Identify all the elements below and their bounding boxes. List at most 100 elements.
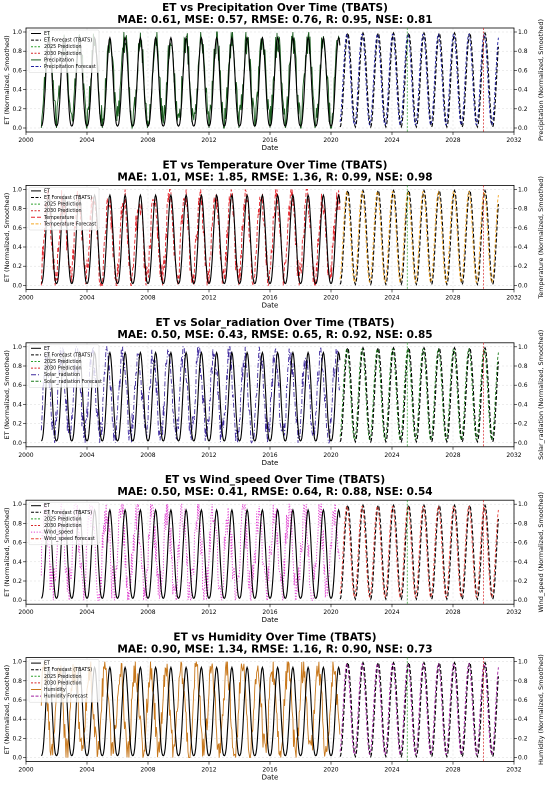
y-axis-label-left: ET (Normalized, Smoothed) <box>3 665 11 754</box>
y-tick-label-right: 0.8 <box>518 363 528 370</box>
y-tick-label-left: 0.4 <box>12 87 22 94</box>
y-axis-label-right: Humidity (Normalized, Smoothed) <box>537 654 545 765</box>
chart-metrics: MAE: 0.61, MSE: 0.57, RMSE: 0.76, R: 0.9… <box>117 14 432 26</box>
y-tick-label-left: 0.2 <box>12 578 22 585</box>
x-tick-label: 2020 <box>323 767 338 774</box>
y-tick-label-right: 0.2 <box>518 421 528 428</box>
y-axis-label-left: ET (Normalized, Smoothed) <box>3 193 11 282</box>
y-tick-label-right: 0.4 <box>518 244 528 251</box>
x-tick-label: 2000 <box>18 767 33 774</box>
y-tick-label-left: 0.8 <box>12 520 22 527</box>
x-tick-label: 2028 <box>445 452 460 459</box>
x-tick-label: 2020 <box>323 452 338 459</box>
y-tick-label-left: 0.0 <box>12 440 22 447</box>
legend-box <box>28 29 100 73</box>
legend-label: 2030 Prediction <box>44 523 82 529</box>
x-tick-label: 2004 <box>79 452 94 459</box>
y-tick-label-right: 1.0 <box>518 29 528 36</box>
y-tick-label-left: 0.0 <box>12 282 22 289</box>
y-axis-label-right: Wind_speed (Normalized, Smoothed) <box>537 492 545 613</box>
y-tick-label-left: 0.6 <box>12 225 22 232</box>
y-tick-label-left: 1.0 <box>12 659 22 666</box>
chart-metrics: MAE: 0.90, MSE: 1.34, RMSE: 1.16, R: 0.9… <box>117 644 432 656</box>
y-tick-label-right: 0.6 <box>518 225 528 232</box>
series-et-forecast <box>339 661 499 759</box>
x-tick-label: 2012 <box>201 452 216 459</box>
x-tick-label: 2024 <box>384 137 399 144</box>
x-tick-label: 2028 <box>445 609 460 616</box>
series-driver-forecast <box>339 33 499 126</box>
x-tick-label: 2032 <box>506 452 521 459</box>
chart-panel-1: ET vs Precipitation Over Time (TBATS)MAE… <box>3 2 545 152</box>
chart-title: ET vs Temperature Over Time (TBATS) <box>163 159 388 171</box>
legend-label: ET Forecast (TBATS) <box>44 352 92 358</box>
chart-panel-3: ET vs Solar_radiation Over Time (TBATS)M… <box>3 317 545 467</box>
legend-label: 2025 Prediction <box>44 359 82 365</box>
y-axis-label-left: ET (Normalized, Smoothed) <box>3 35 11 124</box>
y-tick-label-left: 0.0 <box>12 125 22 132</box>
legend-label: 2030 Prediction <box>44 51 82 57</box>
y-axis-label-right: Solar_radiation (Normalized, Smoothed) <box>537 330 545 460</box>
y-tick-label-left: 0.4 <box>12 401 22 408</box>
y-tick-label-left: 0.8 <box>12 363 22 370</box>
x-tick-label: 2024 <box>384 767 399 774</box>
y-tick-label-right: 0.0 <box>518 597 528 604</box>
legend-label: 2025 Prediction <box>44 44 82 50</box>
legend-label: ET <box>44 503 50 509</box>
chart-panel-2: ET vs Temperature Over Time (TBATS)MAE: … <box>3 159 545 309</box>
y-tick-label-right: 1.0 <box>518 659 528 666</box>
series-et <box>40 36 341 127</box>
y-tick-label-left: 1.0 <box>12 501 22 508</box>
legend-label: Solar_radiation Forecast <box>44 379 102 385</box>
y-tick-label-left: 0.2 <box>12 263 22 270</box>
y-tick-label-left: 0.4 <box>12 716 22 723</box>
y-tick-label-right: 1.0 <box>518 186 528 193</box>
x-tick-label: 2012 <box>201 609 216 616</box>
y-tick-label-left: 0.6 <box>12 697 22 704</box>
y-tick-label-right: 0.6 <box>518 540 528 547</box>
chart-panel-4: ET vs Wind_speed Over Time (TBATS)MAE: 0… <box>3 474 545 624</box>
y-tick-label-left: 1.0 <box>12 186 22 193</box>
chart-metrics: MAE: 1.01, MSE: 1.85, RMSE: 1.36, R: 0.9… <box>117 171 432 183</box>
x-tick-label: 2024 <box>384 452 399 459</box>
y-tick-label-right: 0.4 <box>518 559 528 566</box>
x-tick-label: 2004 <box>79 294 94 301</box>
x-tick-label: 2008 <box>140 609 155 616</box>
y-tick-label-right: 0.8 <box>518 48 528 55</box>
legend-label: Precipitation <box>44 57 74 63</box>
x-axis-label: Date <box>262 301 279 309</box>
chart-title: ET vs Humidity Over Time (TBATS) <box>173 632 376 644</box>
y-tick-label-left: 0.8 <box>12 678 22 685</box>
y-tick-label-right: 0.2 <box>518 578 528 585</box>
y-tick-label-right: 0.4 <box>518 401 528 408</box>
x-tick-label: 2000 <box>18 137 33 144</box>
x-tick-label: 2000 <box>18 294 33 301</box>
y-tick-label-right: 0.0 <box>518 125 528 132</box>
x-tick-label: 2000 <box>18 609 33 616</box>
legend-label: 2025 Prediction <box>44 202 82 208</box>
legend-label: Humidity <box>44 687 66 693</box>
legend-label: Precipitation Forecast <box>44 64 96 70</box>
legend-box <box>28 659 100 703</box>
legend-label: Temperature <box>43 215 74 221</box>
x-axis-label: Date <box>262 616 279 624</box>
y-tick-label-left: 0.8 <box>12 48 22 55</box>
legend-label: ET <box>44 31 50 37</box>
x-tick-label: 2020 <box>323 609 338 616</box>
x-axis-label: Date <box>262 774 279 782</box>
y-tick-label-right: 1.0 <box>518 501 528 508</box>
series-et <box>40 508 341 600</box>
legend-label: ET Forecast (TBATS) <box>44 510 92 516</box>
chart-title: ET vs Precipitation Over Time (TBATS) <box>162 2 388 14</box>
legend-label: 2025 Prediction <box>44 516 82 522</box>
legend-label: ET Forecast (TBATS) <box>44 38 92 44</box>
x-tick-label: 2016 <box>262 767 277 774</box>
legend-label: ET <box>44 346 50 352</box>
x-tick-label: 2024 <box>384 609 399 616</box>
y-tick-label-right: 0.0 <box>518 440 528 447</box>
legend-label: Temperature Forecast <box>43 221 96 227</box>
